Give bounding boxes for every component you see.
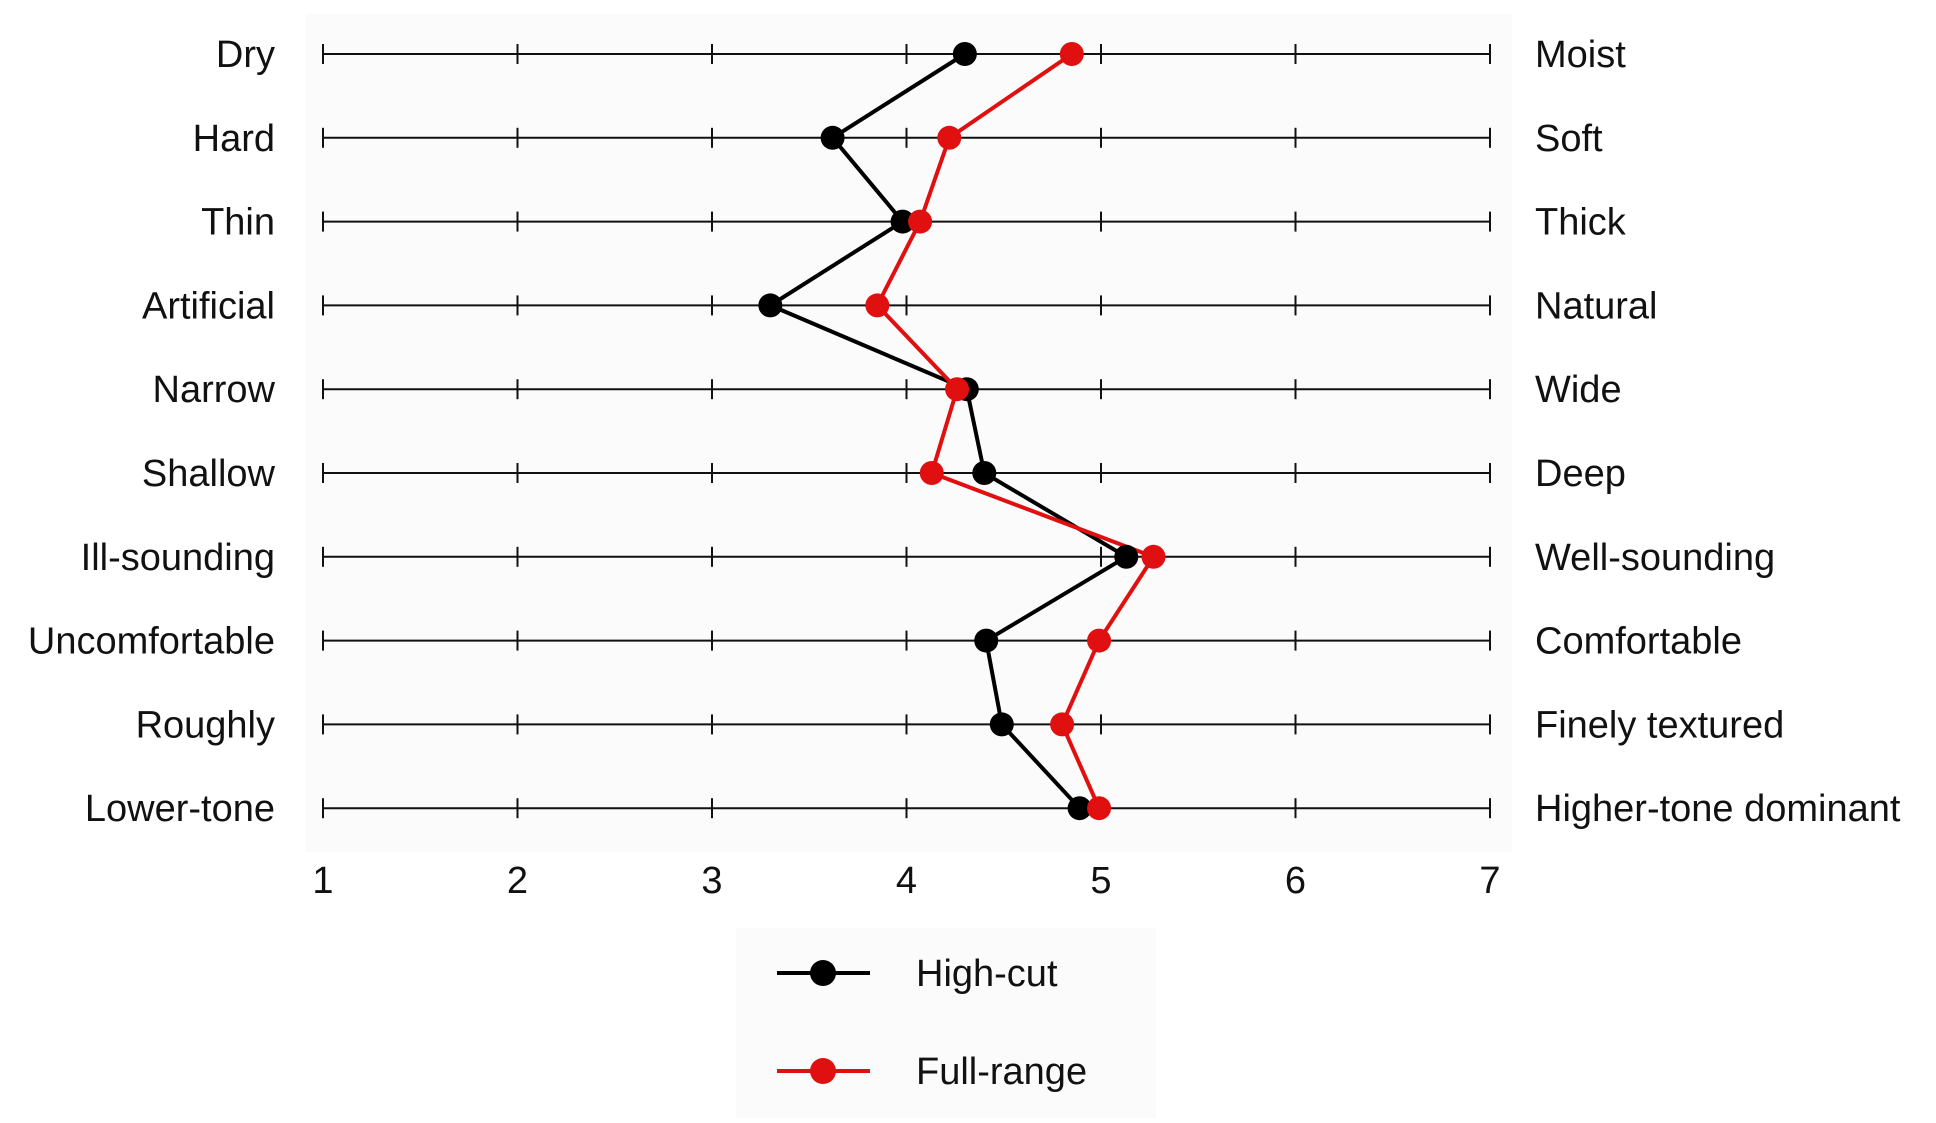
data-point <box>945 377 970 402</box>
right-anchor-label: Moist <box>1535 34 1626 76</box>
x-tick-label: 3 <box>701 860 722 902</box>
right-anchor-label: Well-sounding <box>1535 537 1775 579</box>
x-tick-label: 4 <box>896 860 917 902</box>
left-anchor-label: Ill-sounding <box>81 537 275 579</box>
right-anchor-label: Higher-tone dominant <box>1535 788 1901 830</box>
left-anchor-label: Narrow <box>153 369 276 411</box>
data-point <box>972 461 997 485</box>
x-tick-label: 1 <box>312 860 333 902</box>
right-anchor-label: Soft <box>1535 118 1603 160</box>
rating-scales: Dry Moist Hard Soft Thin Thick Artificial Natur… <box>28 34 1901 830</box>
x-tick-label: 2 <box>507 860 528 902</box>
data-point <box>1087 796 1112 821</box>
right-anchor-label: Thick <box>1535 202 1627 244</box>
x-tick-label: 5 <box>1090 860 1111 902</box>
left-anchor-label: Dry <box>216 34 275 76</box>
data-point <box>865 293 890 318</box>
legend-swatch-marker <box>810 1058 836 1084</box>
data-point <box>937 125 962 150</box>
legend-background <box>736 928 1156 1118</box>
left-anchor-label: Hard <box>193 118 275 160</box>
x-tick-label: 7 <box>1479 860 1500 902</box>
data-point <box>952 42 977 66</box>
data-point <box>919 461 944 485</box>
right-anchor-label: Finely textured <box>1535 704 1784 746</box>
data-point <box>1114 544 1139 569</box>
left-anchor-label: Artificial <box>142 285 275 327</box>
left-anchor-label: Roughly <box>136 704 275 746</box>
data-point <box>890 209 915 234</box>
legend-label: Full-range <box>916 1051 1087 1093</box>
data-point <box>1087 628 1112 653</box>
series-layer <box>758 42 1166 821</box>
left-anchor-label: Thin <box>201 202 275 244</box>
data-point <box>1067 796 1092 821</box>
left-anchor-label: Shallow <box>142 453 276 495</box>
legend: High-cut Full-range <box>777 953 1087 1093</box>
plot-background <box>306 14 1512 852</box>
legend-label: High-cut <box>916 953 1058 995</box>
data-point <box>1141 544 1166 569</box>
left-anchor-label: Uncomfortable <box>28 621 275 663</box>
data-point <box>989 712 1014 737</box>
data-point <box>758 293 783 318</box>
legend-swatch-marker <box>810 960 836 986</box>
x-tick-label: 6 <box>1285 860 1306 902</box>
right-anchor-label: Deep <box>1535 453 1626 495</box>
data-point <box>1059 42 1084 66</box>
right-anchor-label: Comfortable <box>1535 621 1742 663</box>
data-point <box>1050 712 1075 737</box>
data-point <box>908 209 933 234</box>
series-line <box>766 52 1131 810</box>
series-line <box>874 52 1157 810</box>
data-point <box>820 125 845 150</box>
x-tick-labels: 1 2 3 4 5 6 7 <box>312 860 1500 902</box>
data-point <box>974 628 999 653</box>
left-anchor-label: Lower-tone <box>85 788 275 830</box>
right-anchor-label: Natural <box>1535 285 1658 327</box>
right-anchor-label: Wide <box>1535 369 1622 411</box>
